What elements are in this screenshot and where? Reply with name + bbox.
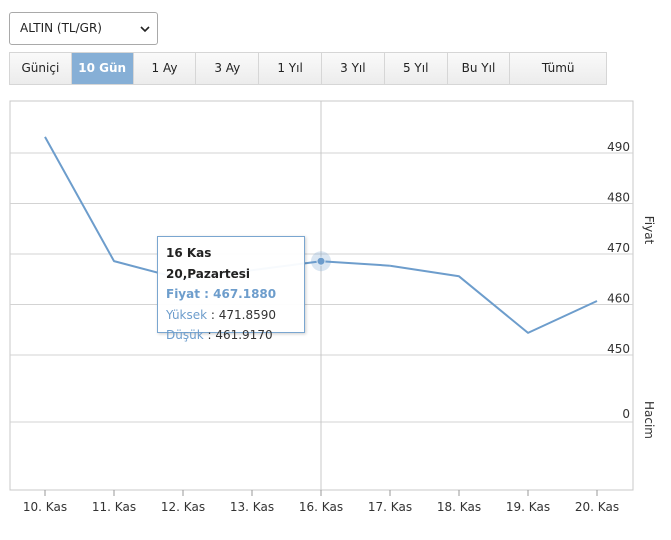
x-tick-label: 10. Kas: [23, 500, 67, 514]
x-tick-label: 13. Kas: [230, 500, 274, 514]
volume-tick-label: 0: [622, 407, 630, 421]
tooltip-sep: :: [204, 328, 216, 342]
x-tick-label: 19. Kas: [506, 500, 550, 514]
x-tick-label: 12. Kas: [161, 500, 205, 514]
x-tick-label: 18. Kas: [437, 500, 481, 514]
tooltip-price-label: Fiyat: [166, 287, 200, 301]
price-axis-title: Fiyat: [642, 216, 656, 245]
x-tick-label: 20. Kas: [575, 500, 619, 514]
volume-axis-title: Hacim: [642, 401, 656, 439]
x-tick-label: 11. Kas: [92, 500, 136, 514]
hover-halo: [311, 251, 331, 271]
x-tick-label: 16. Kas: [299, 500, 343, 514]
tooltip-high-label: Yüksek: [166, 308, 207, 322]
tooltip-sep: :: [207, 308, 219, 322]
tooltip-high-value: 471.8590: [219, 308, 276, 322]
y-tick-label: 450: [607, 342, 630, 356]
x-tick-label: 17. Kas: [368, 500, 412, 514]
tooltip-price-value: 467.1880: [213, 287, 276, 301]
tooltip-title: 16 Kas 20,Pazartesi: [166, 243, 296, 284]
y-tick-label: 470: [607, 241, 630, 255]
tooltip-sep: :: [200, 287, 213, 301]
y-tick-label: 480: [607, 191, 630, 205]
chart-tooltip: 16 Kas 20,Pazartesi Fiyat : 467.1880 Yük…: [157, 236, 305, 333]
tooltip-low-label: Düşük: [166, 328, 204, 342]
tooltip-low-value: 461.9170: [215, 328, 272, 342]
y-tick-label: 460: [607, 292, 630, 306]
y-tick-label: 490: [607, 140, 630, 154]
